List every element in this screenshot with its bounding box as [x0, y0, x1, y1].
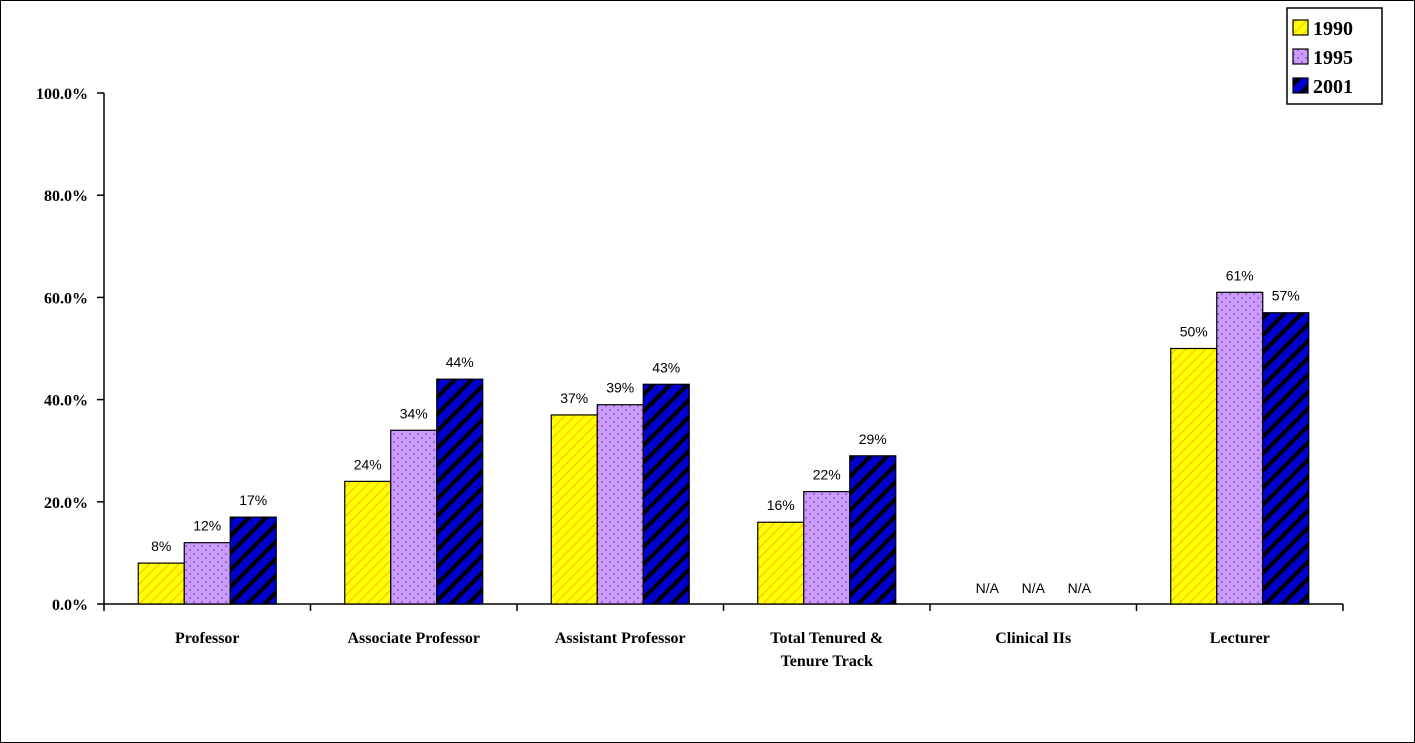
- y-tick-label: 0.0%: [52, 597, 88, 614]
- bar-1995: [390, 429, 438, 605]
- axes: 0.0% 20.0% 40.0% 60.0% 80.0% 100.0% Professor A…: [36, 86, 1344, 670]
- data-label: 17%: [239, 492, 267, 508]
- legend-swatch-2001: [1292, 77, 1309, 94]
- data-label: 12%: [193, 518, 221, 534]
- y-tick-label: 40.0%: [44, 393, 88, 410]
- data-label: N/A: [1022, 580, 1046, 596]
- bar-1995: [803, 490, 851, 605]
- legend-swatch-1995: [1292, 48, 1309, 65]
- x-tick-label: Professor: [175, 630, 240, 647]
- legend-label-1990: 1990: [1313, 18, 1353, 40]
- bar-2001: [849, 455, 897, 605]
- data-label: 57%: [1272, 288, 1300, 304]
- data-labels-group: 8% 12% 17% 24% 34% 44% 37% 39% 43% 16% 22% 29% N/A N/…: [151, 267, 1300, 596]
- bar-1995: [1216, 291, 1264, 605]
- data-label: 16%: [767, 497, 795, 513]
- x-tick-label: Assistant Professor: [555, 630, 686, 647]
- bar-1995: [596, 404, 644, 605]
- data-label: 44%: [446, 354, 474, 370]
- bars-group: [137, 291, 1310, 605]
- bar-1995: [183, 542, 231, 605]
- bar-2001: [642, 383, 690, 605]
- bar-2001: [1262, 312, 1310, 605]
- data-label: 50%: [1180, 324, 1208, 340]
- y-tick-label: 20.0%: [44, 495, 88, 512]
- data-label: N/A: [976, 580, 1000, 596]
- data-label: 39%: [606, 380, 634, 396]
- data-label: 8%: [151, 538, 171, 554]
- bar-1990: [1170, 347, 1218, 605]
- bar-1990: [137, 562, 185, 605]
- bar-1990: [344, 480, 392, 605]
- data-label: 37%: [560, 390, 588, 406]
- x-tick-label: Lecturer: [1210, 630, 1270, 647]
- data-label: 61%: [1226, 267, 1254, 283]
- data-label: 24%: [354, 456, 382, 472]
- bar-1990: [550, 414, 598, 605]
- y-tick-label: 60.0%: [44, 290, 88, 307]
- legend-label-2001: 2001: [1313, 76, 1353, 98]
- data-label: 29%: [859, 431, 887, 447]
- bar-1990: [757, 521, 805, 605]
- y-tick-label: 100.0%: [36, 86, 88, 103]
- bar-2001: [229, 516, 277, 605]
- data-label: 22%: [813, 467, 841, 483]
- data-label: 34%: [400, 405, 428, 421]
- legend-swatch-1990: [1292, 19, 1309, 36]
- y-tick-label: 80.0%: [44, 188, 88, 205]
- x-tick-label: Associate Professor: [347, 630, 480, 647]
- legend-label-1995: 1995: [1313, 47, 1353, 69]
- x-tick-label: Clinical IIs: [995, 630, 1071, 647]
- data-label: N/A: [1068, 580, 1092, 596]
- data-label: 43%: [652, 359, 680, 375]
- x-tick-label: Total Tenured & Tenure Track: [770, 630, 883, 670]
- legend: 1990 1995 2001: [1286, 7, 1383, 105]
- bar-2001: [436, 378, 484, 605]
